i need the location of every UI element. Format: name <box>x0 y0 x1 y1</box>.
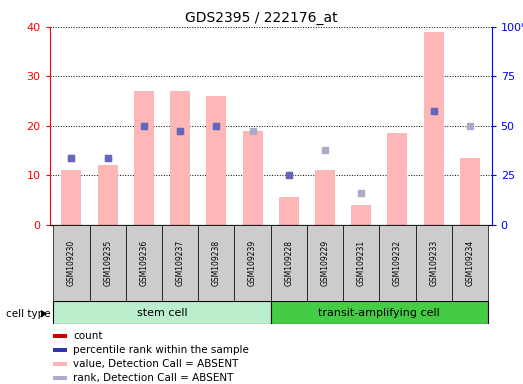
Bar <box>207 96 226 225</box>
FancyBboxPatch shape <box>234 225 271 301</box>
Text: GSM109230: GSM109230 <box>67 240 76 286</box>
Text: GSM109238: GSM109238 <box>212 240 221 286</box>
FancyBboxPatch shape <box>89 225 126 301</box>
Polygon shape <box>41 310 47 318</box>
Text: count: count <box>73 331 103 341</box>
FancyBboxPatch shape <box>53 301 271 324</box>
FancyBboxPatch shape <box>343 225 379 301</box>
Text: value, Detection Call = ABSENT: value, Detection Call = ABSENT <box>73 359 238 369</box>
Text: GSM109233: GSM109233 <box>429 240 438 286</box>
Bar <box>134 91 154 225</box>
Text: GSM109236: GSM109236 <box>139 240 149 286</box>
Bar <box>351 205 371 225</box>
Bar <box>53 348 67 352</box>
Text: GSM109231: GSM109231 <box>357 240 366 286</box>
Text: percentile rank within the sample: percentile rank within the sample <box>73 345 249 355</box>
FancyBboxPatch shape <box>416 225 452 301</box>
Bar <box>53 376 67 380</box>
Text: GSM109237: GSM109237 <box>176 240 185 286</box>
Bar <box>53 334 67 338</box>
Bar <box>62 170 82 225</box>
FancyBboxPatch shape <box>126 225 162 301</box>
Bar <box>170 91 190 225</box>
Text: GSM109235: GSM109235 <box>103 240 112 286</box>
FancyBboxPatch shape <box>198 225 234 301</box>
FancyBboxPatch shape <box>271 301 488 324</box>
Text: GSM109228: GSM109228 <box>285 240 293 286</box>
FancyBboxPatch shape <box>271 225 307 301</box>
Bar <box>279 197 299 225</box>
Text: GSM109232: GSM109232 <box>393 240 402 286</box>
FancyBboxPatch shape <box>379 225 416 301</box>
Bar <box>424 32 444 225</box>
FancyBboxPatch shape <box>452 225 488 301</box>
Bar <box>315 170 335 225</box>
FancyBboxPatch shape <box>162 225 198 301</box>
Text: GSM109239: GSM109239 <box>248 240 257 286</box>
Text: transit-amplifying cell: transit-amplifying cell <box>319 308 440 318</box>
Text: cell type: cell type <box>6 309 51 319</box>
Bar <box>388 133 407 225</box>
FancyBboxPatch shape <box>53 225 89 301</box>
Bar <box>98 166 118 225</box>
Bar <box>460 158 480 225</box>
Text: GSM109234: GSM109234 <box>465 240 474 286</box>
Text: GSM109229: GSM109229 <box>321 240 329 286</box>
Text: GDS2395 / 222176_at: GDS2395 / 222176_at <box>185 11 338 25</box>
FancyBboxPatch shape <box>307 225 343 301</box>
Text: stem cell: stem cell <box>137 308 187 318</box>
Bar <box>53 362 67 366</box>
Text: rank, Detection Call = ABSENT: rank, Detection Call = ABSENT <box>73 373 233 383</box>
Bar <box>243 131 263 225</box>
